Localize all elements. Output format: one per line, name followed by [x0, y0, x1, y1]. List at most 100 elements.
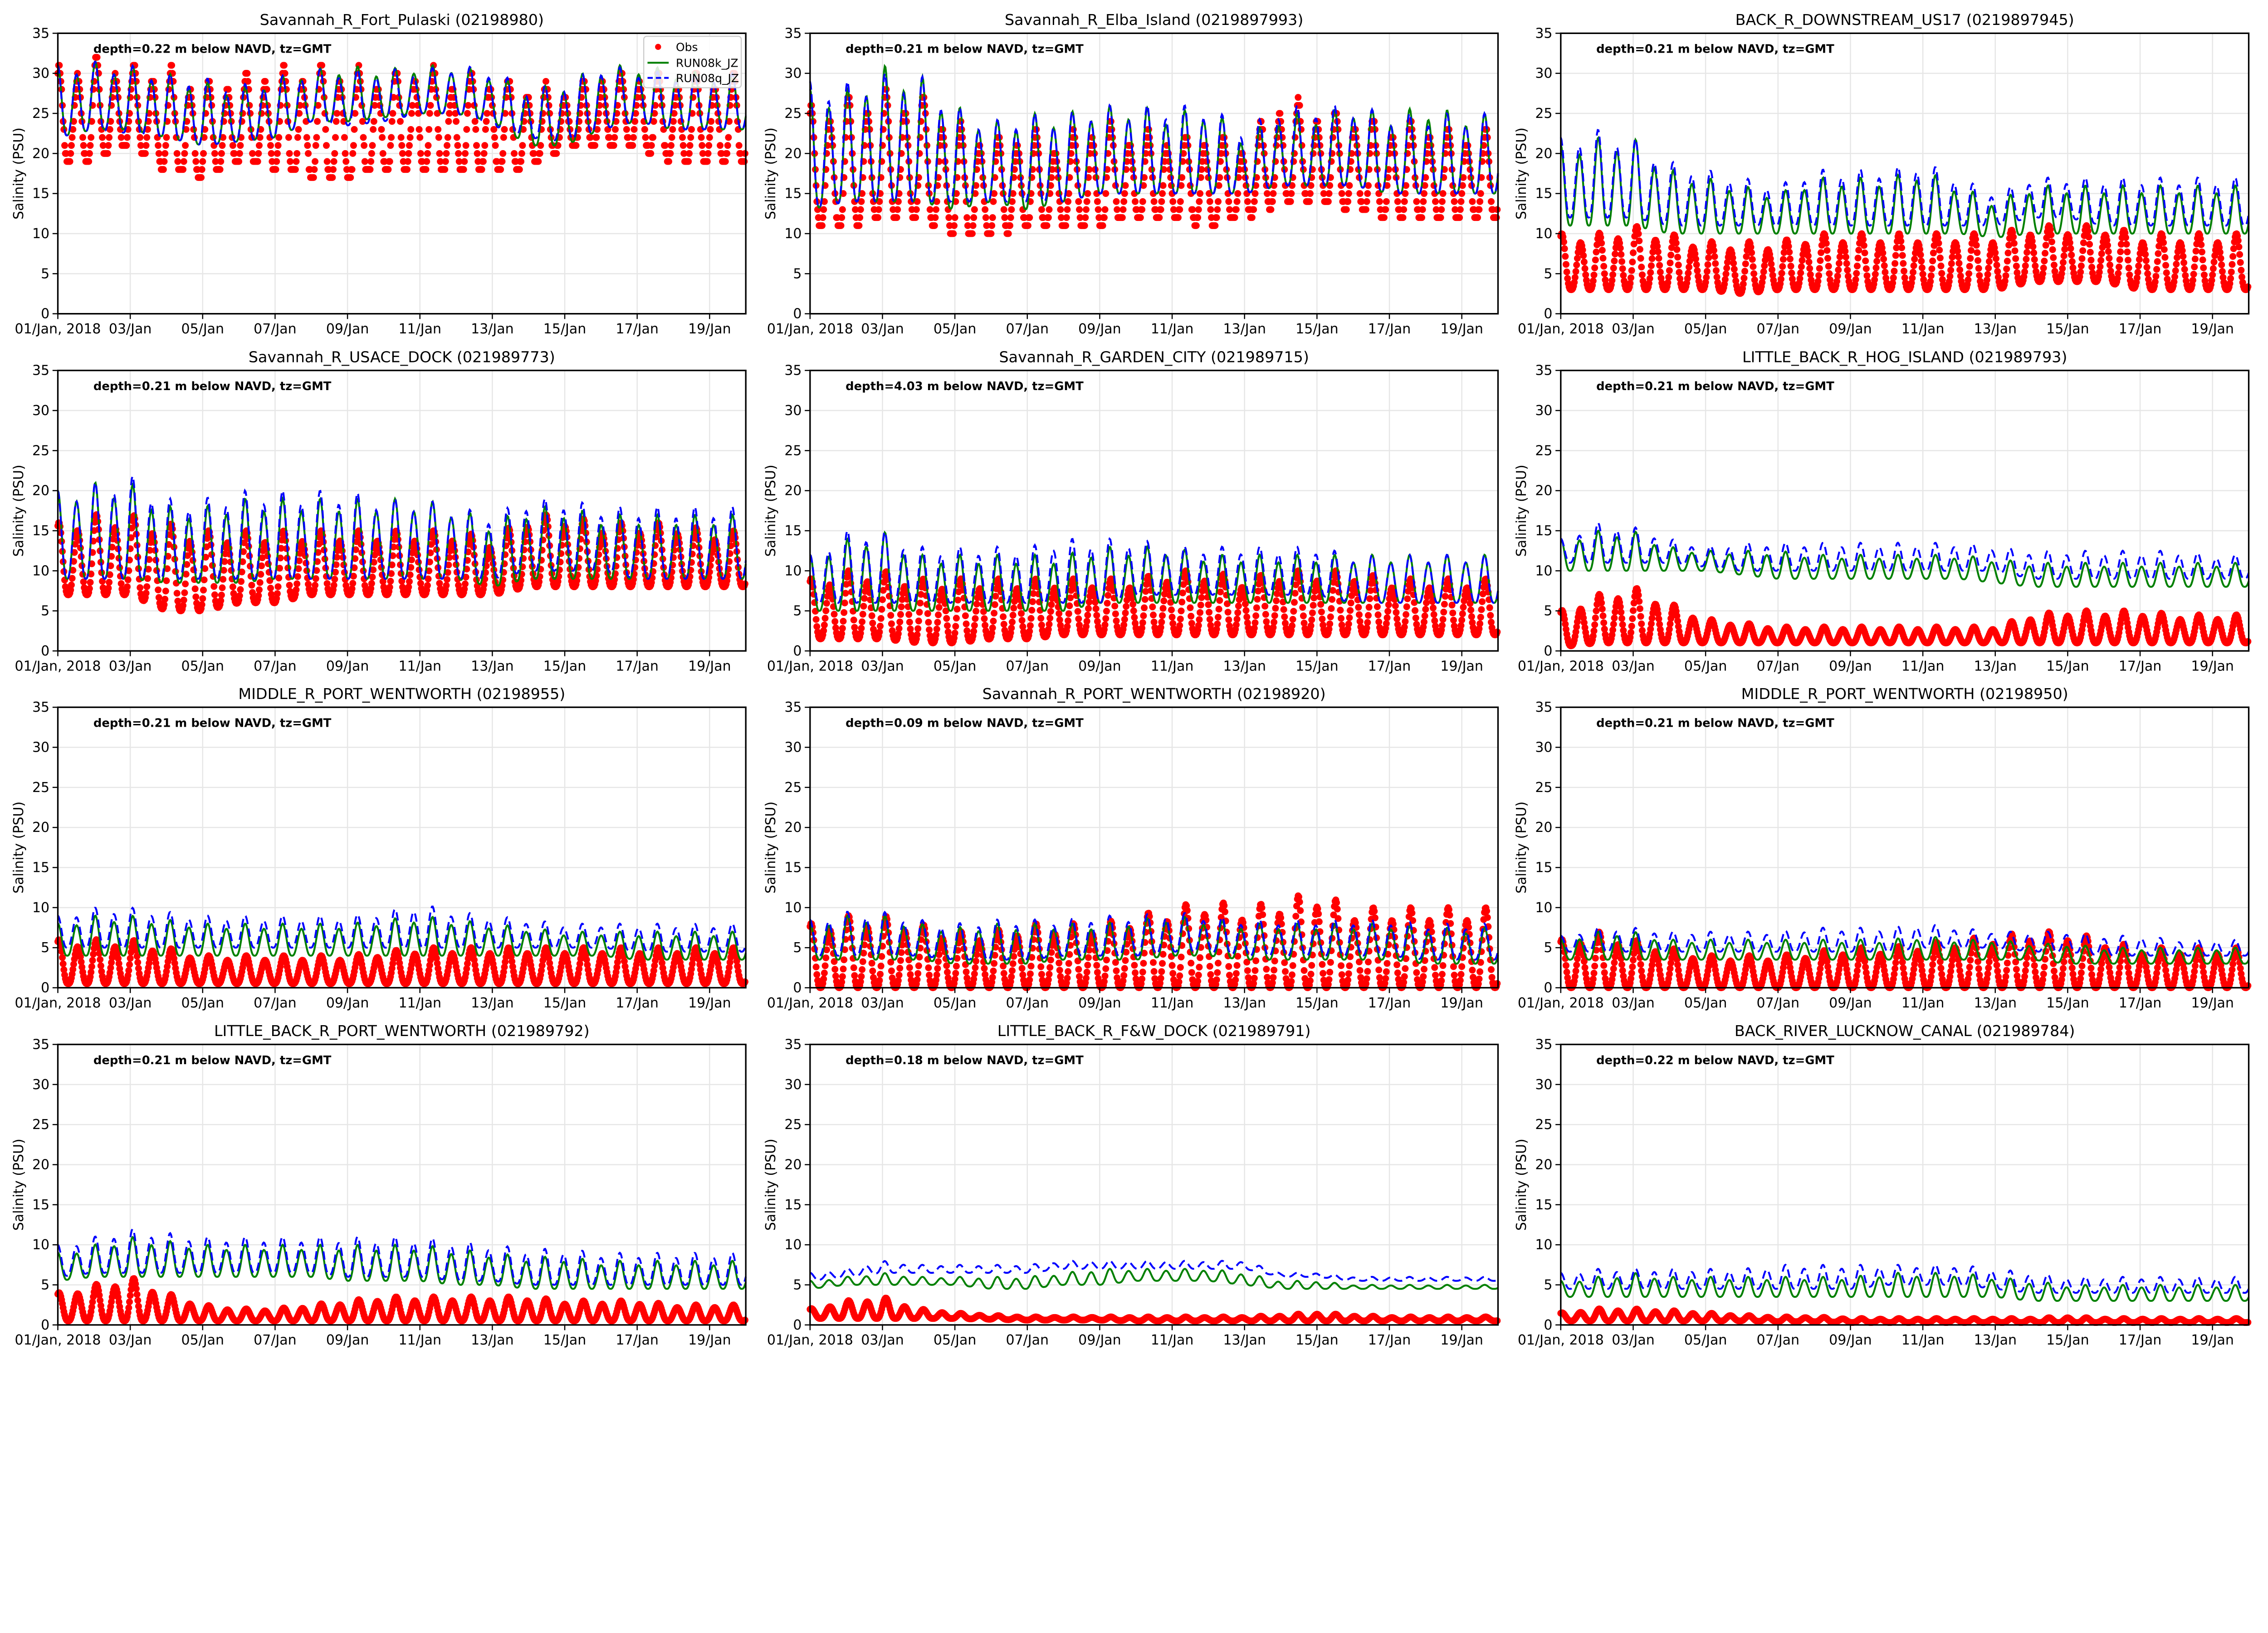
obs-point	[1438, 198, 1446, 205]
obs-point	[1215, 182, 1222, 189]
obs-point	[668, 142, 675, 149]
obs-point	[2059, 259, 2067, 266]
obs-point	[688, 126, 695, 133]
x-tick-label: 13/Jan	[471, 658, 514, 674]
obs-point	[1873, 258, 1881, 265]
obs-point	[256, 142, 263, 149]
obs-point	[229, 583, 236, 591]
obs-point	[1807, 271, 1814, 278]
obs-point	[1065, 190, 1072, 197]
obs-point	[2085, 233, 2092, 240]
obs-point	[2209, 265, 2217, 272]
obs-point	[1225, 616, 1232, 623]
obs-point	[1251, 198, 1258, 205]
obs-point	[669, 126, 676, 133]
obs-point	[2079, 247, 2087, 254]
obs-point	[964, 222, 971, 229]
y-tick-label: 20	[784, 146, 802, 161]
obs-point	[1985, 258, 1993, 265]
obs-point	[1261, 602, 1269, 610]
obs-point	[2107, 261, 2113, 269]
obs-point	[679, 134, 686, 141]
obs-point	[1066, 602, 1073, 609]
obs-point	[1177, 616, 1184, 623]
obs-point	[1345, 190, 1352, 197]
obs-point	[1026, 628, 1033, 635]
obs-point	[1065, 198, 1072, 205]
obs-point	[1657, 269, 1664, 276]
obs-point	[875, 206, 882, 213]
obs-point	[1310, 594, 1318, 601]
obs-point	[2228, 269, 2235, 276]
obs-point	[1363, 198, 1370, 205]
obs-point	[971, 206, 978, 213]
obs-point	[1457, 206, 1464, 213]
obs-point	[915, 617, 922, 625]
obs-point	[1206, 616, 1213, 623]
obs-point	[219, 142, 226, 149]
obs-point	[841, 609, 848, 616]
obs-point	[1165, 158, 1173, 165]
obs-point	[1198, 166, 1205, 173]
y-tick-label: 20	[32, 483, 49, 499]
obs-point	[273, 158, 280, 165]
x-tick-label: 11/Jan	[398, 658, 441, 674]
axes-frame	[57, 32, 747, 315]
obs-point	[478, 166, 485, 173]
obs-point	[2160, 239, 2167, 246]
obs-point	[650, 118, 657, 125]
obs-point	[481, 142, 489, 149]
obs-point	[1751, 276, 1758, 284]
obs-point	[1861, 249, 1868, 256]
obs-point	[1105, 592, 1112, 599]
obs-point	[107, 118, 114, 125]
obs-point	[1629, 615, 1636, 622]
obs-point	[1844, 267, 1851, 274]
obs-point	[1768, 266, 1775, 274]
obs-point	[1296, 102, 1303, 109]
obs-point	[1234, 190, 1242, 197]
x-tick-label: 11/Jan	[1151, 321, 1194, 337]
obs-point	[368, 580, 375, 587]
obs-point	[1076, 214, 1084, 221]
obs-point	[378, 126, 385, 133]
obs-point	[953, 615, 960, 622]
obs-point	[1085, 605, 1092, 612]
obs-point	[256, 579, 264, 586]
x-tick-label: 17/Jan	[1368, 658, 1411, 674]
obs-point	[1611, 614, 1618, 621]
x-tick-label: 07/Jan	[254, 658, 297, 674]
obs-point	[1599, 612, 1607, 620]
obs-point	[1638, 264, 1645, 271]
obs-point	[1729, 254, 1736, 261]
obs-point	[1102, 615, 1110, 622]
obs-point	[237, 586, 244, 593]
x-tick-label: 13/Jan	[471, 321, 514, 337]
obs-point	[1058, 214, 1065, 221]
obs-point	[425, 126, 433, 133]
obs-point	[1930, 249, 1937, 257]
obs-point	[1194, 214, 1202, 221]
y-tick-label: 5	[41, 266, 49, 282]
y-tick-label: 0	[41, 306, 49, 322]
obs-point	[61, 142, 68, 149]
obs-point	[1063, 214, 1070, 221]
obs-point	[858, 625, 865, 632]
obs-point	[1038, 206, 1045, 213]
x-tick-label: 01/Jan, 2018	[767, 321, 853, 337]
obs-point	[1862, 265, 1870, 272]
obs-point	[1628, 629, 1634, 636]
obs-point	[314, 102, 322, 109]
obs-point	[1169, 198, 1177, 205]
depth-annotation: depth=0.21 m below NAVD, tz=GMT	[1596, 43, 1834, 56]
obs-point	[293, 580, 301, 587]
obs-point	[244, 78, 252, 85]
obs-point	[280, 62, 288, 69]
obs-point	[105, 585, 112, 592]
obs-point	[1863, 272, 1871, 279]
obs-point	[1591, 621, 1598, 628]
obs-point	[1295, 94, 1302, 101]
obs-point	[1779, 256, 1787, 263]
y-tick-label: 30	[32, 66, 49, 82]
